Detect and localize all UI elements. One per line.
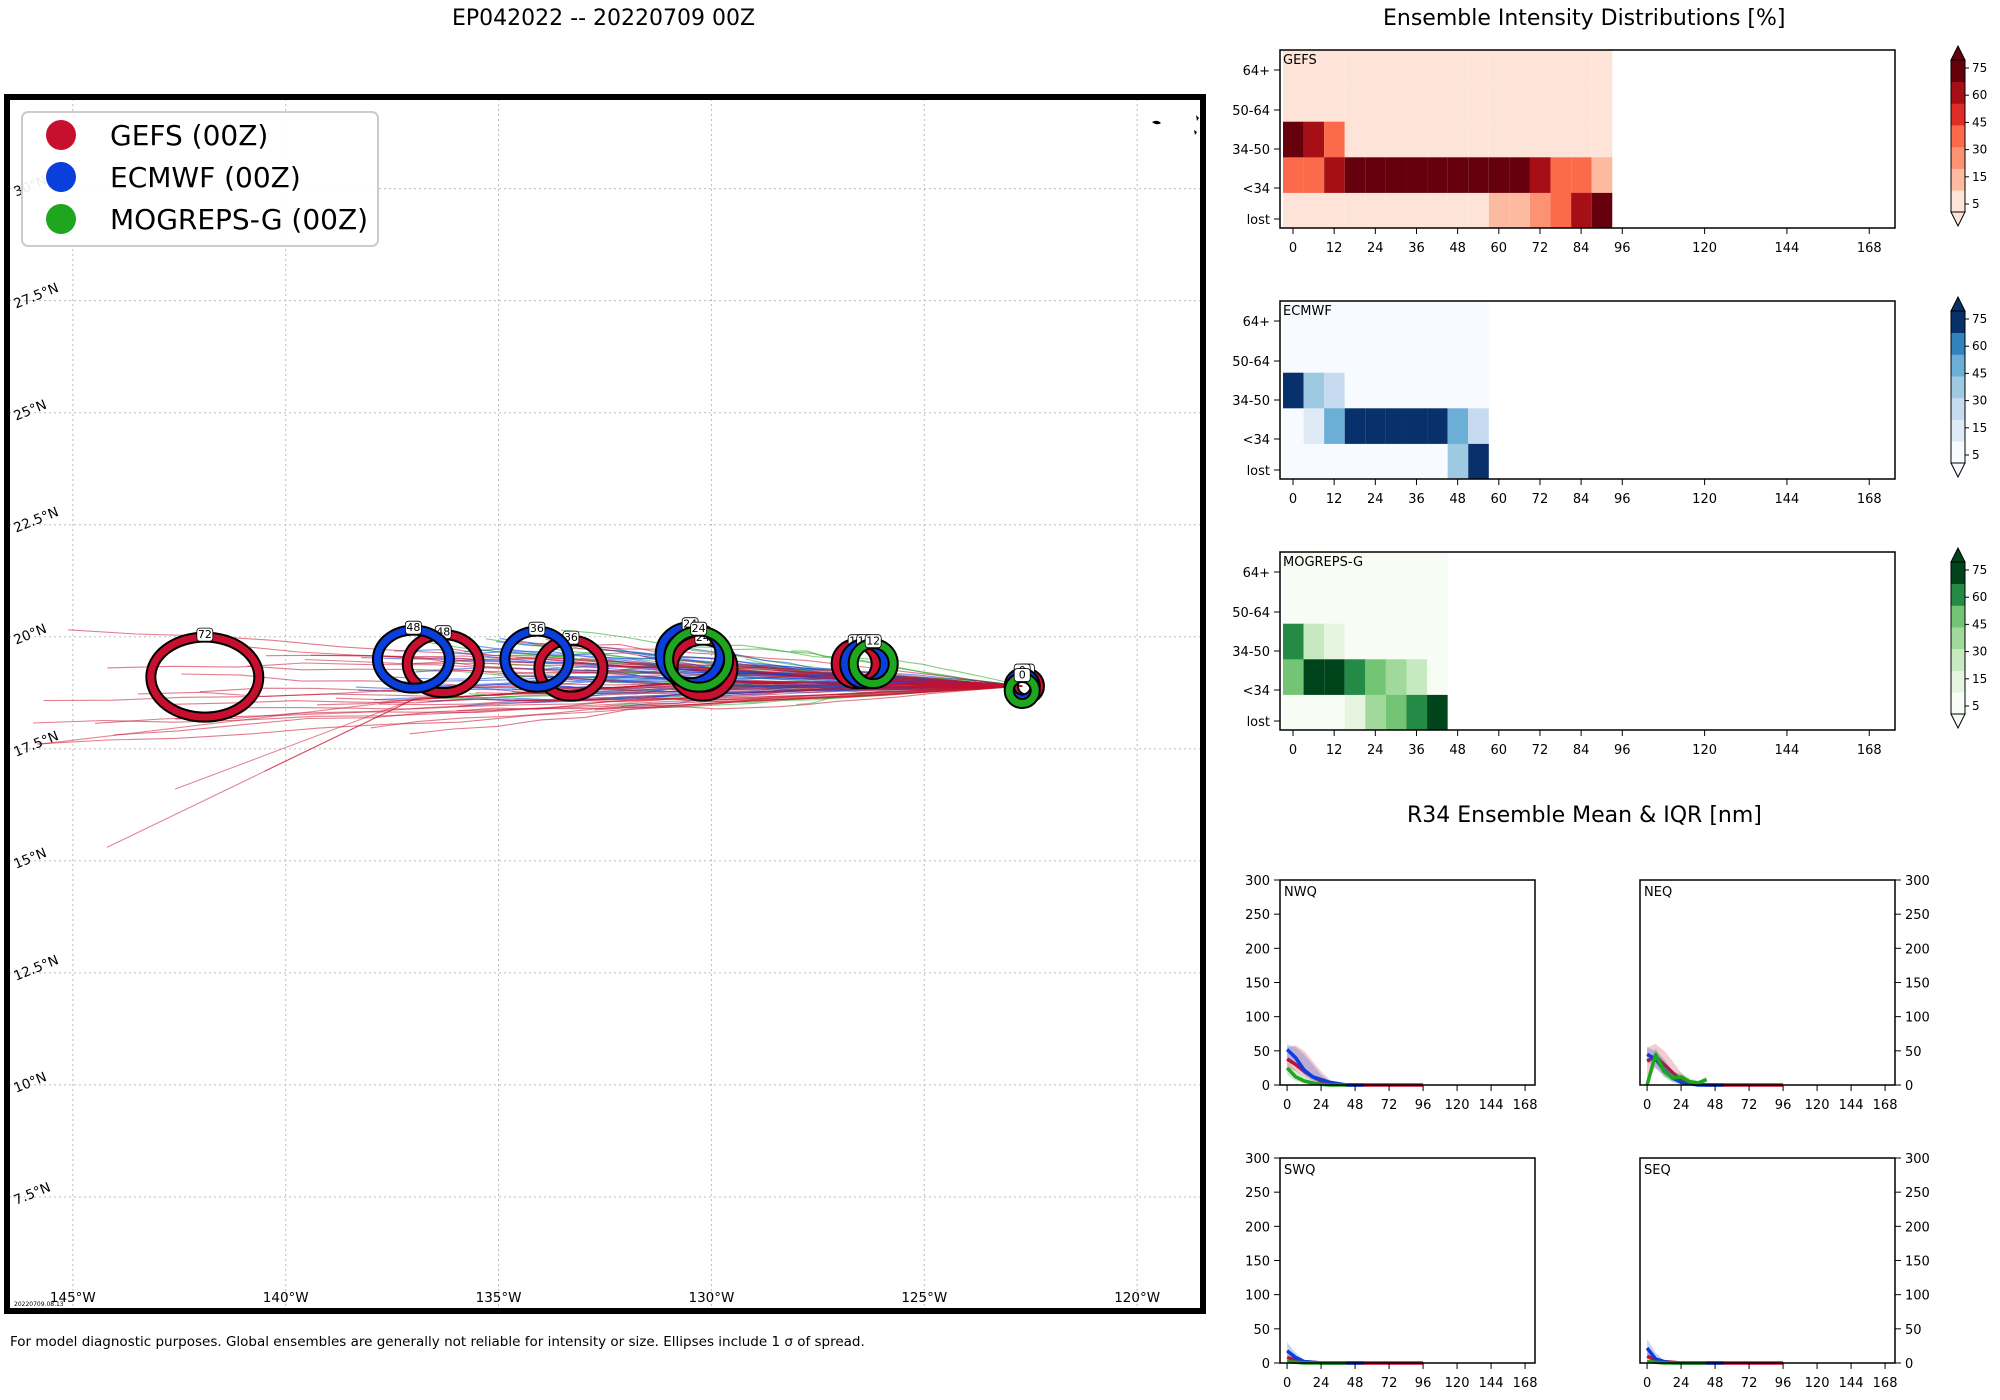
- marker-hour-label: 12: [866, 635, 880, 648]
- legend-ecmwf-marker: [46, 162, 76, 192]
- lat-label: 20°N: [12, 621, 50, 649]
- legend-gefs-marker: [46, 120, 76, 150]
- legend-ecmwf-label: ECMWF (00Z): [110, 161, 301, 194]
- ensemble-track: [790, 650, 1023, 687]
- marker-label-box: [864, 634, 882, 649]
- lon-label: 135°W: [476, 1290, 522, 1306]
- ensemble-track: [172, 685, 1023, 705]
- map-frame: [4, 94, 1206, 1314]
- legend-gefs-label: GEFS (00Z): [110, 119, 268, 152]
- r34-title: R34 Ensemble Mean & IQR [nm]: [1407, 803, 1762, 828]
- forecast-marker-gefs-72: 72: [145, 627, 265, 723]
- forecast-marker-gefs-48: 48: [401, 625, 485, 699]
- ensemble-track: [619, 665, 1023, 687]
- marker-hour-label: 36: [530, 622, 544, 635]
- ensemble-track: [594, 685, 1023, 711]
- forecast-marker-mogreps-g-24: 24: [663, 621, 735, 693]
- ensemble-track: [37, 685, 1023, 745]
- marker-label-box: [196, 627, 214, 642]
- forecast-marker-mogreps-g-12: 12: [847, 634, 899, 690]
- legend-mogreps-marker: [46, 204, 76, 234]
- marker-hour-label: 72: [198, 628, 212, 641]
- legend-mogreps-label: MOGREPS-G (00Z): [110, 203, 368, 236]
- marker-ring: [147, 633, 263, 721]
- lon-label: 130°W: [688, 1290, 734, 1306]
- lon-label: 125°W: [901, 1290, 947, 1306]
- lon-label: 145°W: [50, 1290, 96, 1306]
- island-marker: [1152, 115, 1199, 135]
- marker-hour-label: 48: [406, 621, 420, 634]
- footnote: For model diagnostic purposes. Global en…: [10, 1334, 865, 1350]
- marker-label-box: [528, 621, 546, 636]
- lat-label: 10°N: [12, 1069, 50, 1097]
- marker-hour-label: 0: [1019, 669, 1026, 682]
- map-timestamp: 20220709.08.13: [14, 1301, 64, 1308]
- lat-label: 15°N: [12, 845, 50, 873]
- lon-label: 140°W: [263, 1290, 309, 1306]
- lat-label: 22.5°N: [12, 504, 61, 536]
- ensemble-track: [456, 685, 1023, 712]
- map-legend: GEFS (00Z) ECMWF (00Z) MOGREPS-G (00Z): [21, 111, 379, 247]
- lon-label: 120°W: [1114, 1290, 1160, 1306]
- forecast-marker-ecmwf-36: 36: [499, 621, 575, 693]
- lat-label: 17.5°N: [12, 728, 61, 760]
- ensemble-track: [545, 638, 1023, 687]
- lat-label: 12.5°N: [12, 952, 61, 984]
- intensity-title: Ensemble Intensity Distributions [%]: [1383, 6, 1786, 31]
- forecast-marker-mogreps-g-0: 0: [1003, 668, 1041, 710]
- lat-label: 27.5°N: [12, 280, 61, 312]
- forecast-marker-ecmwf-48: 48: [371, 620, 455, 694]
- lat-label: 7.5°N: [12, 1179, 54, 1208]
- ensemble-track: [113, 685, 1023, 736]
- map-title: EP042022 -- 20220709 00Z: [452, 6, 756, 31]
- lat-label: 25°N: [12, 397, 50, 425]
- forecast-marker-gefs-36: 36: [533, 630, 609, 702]
- marker-label-box: [1013, 668, 1031, 682]
- marker-hour-label: 24: [692, 622, 706, 635]
- marker-label-box: [690, 621, 708, 636]
- marker-label-box: [405, 620, 422, 635]
